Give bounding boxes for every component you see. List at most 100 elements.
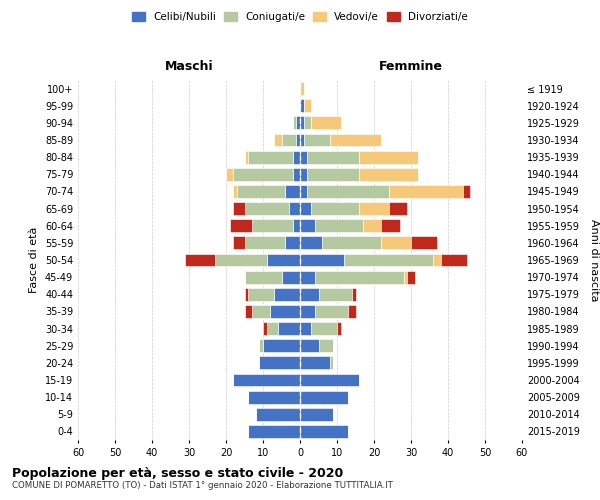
Bar <box>274 288 300 300</box>
Bar <box>315 220 363 232</box>
Bar <box>293 220 300 232</box>
Bar <box>293 168 300 180</box>
Bar <box>300 134 304 146</box>
Bar <box>300 305 315 318</box>
Bar <box>304 134 329 146</box>
Bar <box>300 322 311 335</box>
Bar <box>285 185 300 198</box>
Bar <box>359 202 389 215</box>
Bar <box>300 150 307 164</box>
Bar <box>300 202 311 215</box>
Bar <box>248 425 300 438</box>
Bar <box>311 116 341 130</box>
Bar <box>319 288 352 300</box>
Bar <box>300 390 348 404</box>
Bar <box>293 116 296 130</box>
Bar <box>307 168 359 180</box>
Bar <box>359 150 418 164</box>
Bar <box>245 270 281 283</box>
Bar <box>263 340 300 352</box>
Bar <box>237 185 285 198</box>
Bar <box>245 202 289 215</box>
Bar <box>352 288 356 300</box>
Bar <box>329 134 382 146</box>
Bar <box>248 288 274 300</box>
Text: Maschi: Maschi <box>164 60 214 73</box>
Bar <box>300 116 304 130</box>
Bar <box>304 100 311 112</box>
Bar <box>233 202 245 215</box>
Bar <box>389 202 407 215</box>
Bar <box>440 254 467 266</box>
Bar <box>300 425 348 438</box>
Bar <box>300 270 315 283</box>
Bar <box>433 254 440 266</box>
Bar <box>285 236 300 250</box>
Bar <box>281 134 296 146</box>
Bar <box>289 202 300 215</box>
Bar <box>233 374 300 386</box>
Bar <box>300 408 334 420</box>
Bar <box>300 168 307 180</box>
Y-axis label: Fasce di età: Fasce di età <box>29 227 39 293</box>
Text: COMUNE DI POMARETTO (TO) - Dati ISTAT 1° gennaio 2020 - Elaborazione TUTTITALIA.: COMUNE DI POMARETTO (TO) - Dati ISTAT 1°… <box>12 481 393 490</box>
Bar <box>359 168 418 180</box>
Bar <box>463 185 470 198</box>
Bar <box>300 288 319 300</box>
Bar <box>245 305 252 318</box>
Bar <box>407 270 415 283</box>
Bar <box>281 270 300 283</box>
Bar <box>259 340 263 352</box>
Bar <box>315 270 404 283</box>
Bar <box>411 236 437 250</box>
Bar <box>300 340 319 352</box>
Bar <box>319 340 334 352</box>
Bar <box>248 150 293 164</box>
Bar <box>300 356 329 370</box>
Bar <box>230 220 252 232</box>
Bar <box>226 168 233 180</box>
Bar <box>215 254 267 266</box>
Bar <box>300 374 359 386</box>
Text: Popolazione per età, sesso e stato civile - 2020: Popolazione per età, sesso e stato civil… <box>12 468 343 480</box>
Bar <box>337 322 341 335</box>
Bar <box>252 220 293 232</box>
Bar <box>233 236 245 250</box>
Bar <box>311 322 337 335</box>
Bar <box>185 254 215 266</box>
Bar <box>233 185 237 198</box>
Bar <box>300 100 304 112</box>
Bar <box>315 305 348 318</box>
Bar <box>267 322 278 335</box>
Bar <box>300 185 307 198</box>
Bar <box>329 356 334 370</box>
Legend: Celibi/Nubili, Coniugati/e, Vedovi/e, Divorziati/e: Celibi/Nubili, Coniugati/e, Vedovi/e, Di… <box>128 8 472 26</box>
Bar <box>344 254 433 266</box>
Bar <box>278 322 300 335</box>
Bar <box>311 202 359 215</box>
Bar <box>389 185 463 198</box>
Bar <box>293 150 300 164</box>
Bar <box>248 390 300 404</box>
Bar <box>296 134 300 146</box>
Y-axis label: Anni di nascita: Anni di nascita <box>589 219 599 301</box>
Bar <box>307 150 359 164</box>
Bar <box>348 305 356 318</box>
Bar <box>300 254 344 266</box>
Bar <box>245 236 285 250</box>
Bar <box>296 116 300 130</box>
Bar <box>259 356 300 370</box>
Bar <box>245 150 248 164</box>
Bar <box>267 254 300 266</box>
Bar <box>245 288 248 300</box>
Bar <box>233 168 293 180</box>
Bar <box>382 236 411 250</box>
Bar <box>274 134 281 146</box>
Text: Femmine: Femmine <box>379 60 443 73</box>
Bar <box>263 322 267 335</box>
Bar <box>300 236 322 250</box>
Bar <box>252 305 271 318</box>
Bar <box>307 185 389 198</box>
Bar <box>382 220 400 232</box>
Bar <box>300 82 304 95</box>
